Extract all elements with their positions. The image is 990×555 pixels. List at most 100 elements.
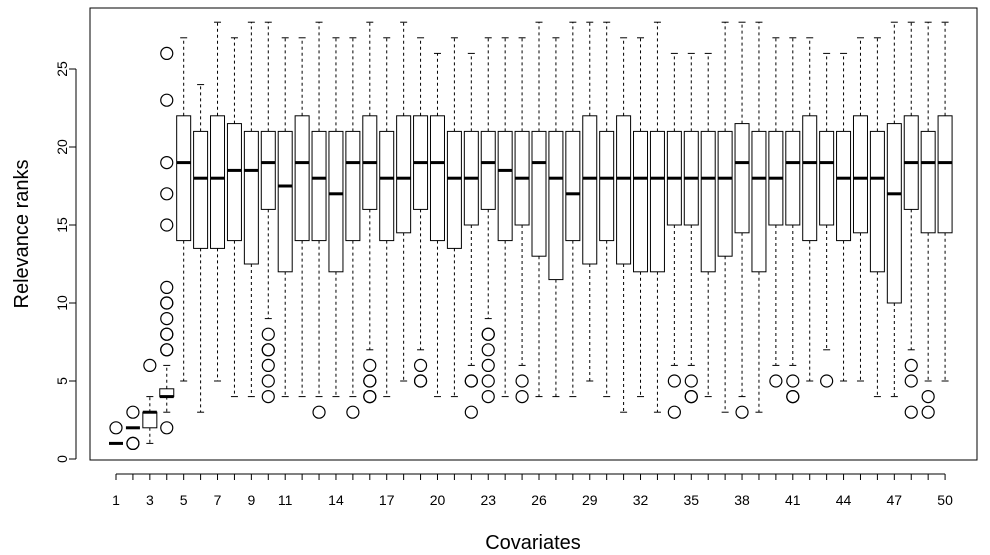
iqr-box bbox=[531, 130, 547, 257]
box-22 bbox=[463, 52, 479, 419]
box-28 bbox=[565, 21, 581, 398]
box-45 bbox=[852, 37, 868, 382]
x-tick-label: 11 bbox=[278, 492, 293, 508]
box-19 bbox=[413, 37, 429, 388]
iqr-box bbox=[294, 115, 310, 242]
iqr-box bbox=[852, 115, 868, 234]
iqr-box bbox=[599, 130, 615, 242]
iqr-box bbox=[226, 123, 242, 242]
outlier-point bbox=[261, 374, 275, 388]
iqr-box bbox=[565, 130, 581, 242]
box-5 bbox=[176, 37, 192, 382]
x-tick-label: 44 bbox=[836, 492, 852, 508]
outlier-point bbox=[684, 374, 698, 388]
outlier-point bbox=[160, 187, 174, 201]
box-31 bbox=[616, 37, 632, 413]
box-12 bbox=[294, 37, 310, 398]
box-11 bbox=[277, 37, 293, 398]
box-23 bbox=[480, 37, 496, 404]
x-axis: 1 3 5 7 9 11 14 17 20 23 26 29 32 35 38 41 44 47 50 bbox=[112, 473, 953, 508]
iqr-box bbox=[633, 130, 649, 273]
box-41 bbox=[785, 37, 801, 404]
x-tick-label: 14 bbox=[328, 492, 344, 508]
x-tick-label: 20 bbox=[430, 492, 446, 508]
box-32 bbox=[633, 37, 649, 398]
outlier-point bbox=[413, 358, 428, 372]
box-39 bbox=[751, 21, 767, 413]
iqr-box bbox=[886, 123, 902, 304]
iqr-box bbox=[176, 115, 192, 242]
iqr-box bbox=[582, 115, 598, 265]
outlier-point bbox=[921, 405, 935, 419]
iqr-box bbox=[379, 130, 395, 242]
outlier-point bbox=[464, 405, 478, 419]
outlier-point bbox=[346, 405, 360, 419]
outlier-point bbox=[312, 405, 326, 419]
outlier-point bbox=[363, 390, 377, 404]
outlier-point bbox=[261, 343, 275, 357]
box-10 bbox=[260, 21, 276, 404]
iqr-box bbox=[480, 130, 496, 210]
box-34 bbox=[666, 52, 682, 419]
outlier-point bbox=[261, 358, 275, 372]
outlier-point bbox=[667, 405, 681, 419]
box-20 bbox=[429, 52, 445, 398]
y-axis-title: Relevance ranks bbox=[11, 160, 33, 309]
box-46 bbox=[869, 37, 885, 398]
outlier-point bbox=[126, 405, 140, 419]
box-33 bbox=[649, 21, 665, 413]
iqr-box bbox=[700, 130, 716, 273]
outlier-point bbox=[904, 374, 918, 388]
outlier-point bbox=[481, 327, 495, 341]
y-tick-label: 10 bbox=[54, 295, 70, 311]
outlier-point bbox=[481, 390, 495, 404]
outlier-point bbox=[667, 374, 681, 388]
box-38 bbox=[734, 21, 750, 419]
outlier-point bbox=[684, 390, 698, 404]
outlier-point bbox=[160, 93, 174, 107]
outlier-point bbox=[363, 374, 377, 388]
outlier-point bbox=[786, 390, 800, 404]
outlier-point bbox=[481, 343, 495, 357]
box-27 bbox=[548, 37, 564, 398]
outlier-point bbox=[261, 390, 275, 404]
outlier-point bbox=[160, 156, 174, 170]
outlier-point bbox=[413, 374, 428, 388]
box-1 bbox=[109, 421, 123, 445]
box-4 bbox=[159, 46, 175, 435]
iqr-box bbox=[836, 130, 852, 242]
outlier-point bbox=[786, 374, 800, 388]
x-tick-label: 9 bbox=[247, 492, 255, 508]
outlier-point bbox=[160, 46, 174, 61]
box-43 bbox=[819, 52, 835, 388]
box-44 bbox=[836, 52, 852, 382]
iqr-box bbox=[819, 130, 835, 226]
y-tick-label: 0 bbox=[54, 455, 70, 463]
x-tick-label: 50 bbox=[937, 492, 953, 508]
iqr-box bbox=[649, 130, 665, 273]
outlier-point bbox=[904, 405, 918, 419]
iqr-box bbox=[277, 130, 293, 273]
box-2 bbox=[125, 405, 140, 450]
box-16 bbox=[362, 21, 378, 404]
box-24 bbox=[497, 37, 513, 398]
outlier-point bbox=[261, 327, 275, 341]
iqr-box bbox=[497, 130, 513, 242]
box-29 bbox=[582, 21, 598, 382]
plot-frame bbox=[89, 7, 978, 461]
outlier-point bbox=[160, 421, 174, 435]
box-30 bbox=[599, 21, 615, 398]
box-49 bbox=[920, 21, 936, 419]
x-tick-label: 3 bbox=[146, 492, 154, 508]
iqr-box bbox=[869, 130, 885, 273]
x-tick-label: 5 bbox=[180, 492, 188, 508]
iqr-box bbox=[751, 130, 767, 273]
iqr-box bbox=[243, 130, 259, 265]
iqr-box bbox=[193, 130, 209, 249]
outlier-point bbox=[363, 358, 377, 372]
box-25 bbox=[514, 37, 530, 404]
iqr-box bbox=[785, 130, 801, 226]
x-tick-label: 1 bbox=[112, 492, 120, 508]
outlier-point bbox=[160, 327, 174, 341]
outlier-point bbox=[160, 343, 174, 357]
